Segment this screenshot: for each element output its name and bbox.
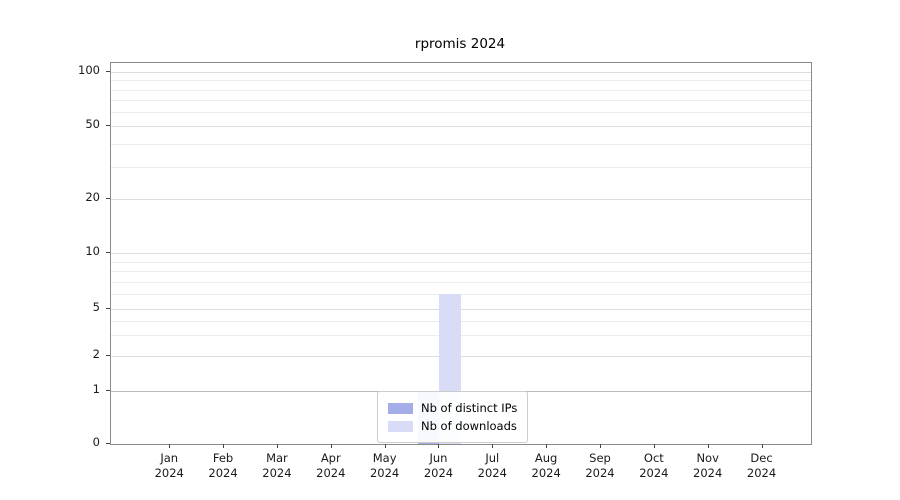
x-tick-label: Jan 2024: [139, 451, 199, 481]
gridline-minor: [111, 143, 811, 145]
x-tick-year: 2024: [531, 466, 561, 480]
x-tick-month: Apr: [320, 451, 341, 465]
y-tick-mark: [106, 443, 110, 444]
x-tick-year: 2024: [693, 466, 723, 480]
x-tick-label: Feb 2024: [193, 451, 253, 481]
y-tick-label: 20: [85, 190, 100, 205]
x-tick-month: Jan: [160, 451, 179, 465]
y-tick-label: 2: [92, 346, 100, 361]
x-tick-year: 2024: [639, 466, 669, 480]
x-tick-mark: [276, 444, 278, 448]
x-tick-month: Nov: [696, 451, 719, 465]
gridline-major: [111, 309, 811, 311]
x-tick-year: 2024: [423, 466, 454, 480]
gridline-major: [111, 199, 811, 201]
x-tick-mark: [169, 444, 171, 448]
legend-swatch-downloads: [388, 420, 413, 432]
x-tick-label: Jul 2024: [462, 451, 522, 481]
y-tick-label: 10: [85, 244, 100, 259]
gridline-major: [111, 126, 811, 128]
x-tick-year: 2024: [208, 466, 238, 480]
x-tick-label: Dec 2024: [732, 451, 792, 481]
gridline-minor: [111, 99, 811, 101]
gridline-minor: [111, 89, 811, 91]
y-tick-label: 5: [92, 300, 100, 315]
gridline-minor: [111, 261, 811, 263]
chart-title: rpromis 2024: [414, 36, 506, 52]
x-tick-label: Aug 2024: [516, 451, 576, 481]
gridline-minor: [111, 320, 811, 322]
gridline-major: [111, 72, 811, 74]
y-tick-mark: [106, 252, 110, 254]
y-tick-label: 50: [85, 117, 100, 132]
legend-swatch-distinct-ips: [388, 402, 413, 414]
x-tick-month: Oct: [643, 451, 664, 465]
x-tick-mark: [492, 444, 494, 448]
x-tick-label: Sep 2024: [570, 451, 630, 481]
x-tick-year: 2024: [746, 466, 777, 480]
y-tick-mark: [106, 390, 110, 392]
x-tick-month: Feb: [212, 451, 234, 465]
y-tick-mark: [106, 125, 110, 127]
x-tick-year: 2024: [585, 466, 615, 480]
gridline-minor: [111, 335, 811, 337]
x-tick-label: Mar 2024: [247, 451, 307, 481]
x-tick-mark: [223, 444, 225, 448]
x-tick-month: Mar: [266, 451, 288, 465]
x-tick-mark: [330, 444, 332, 448]
y-tick-mark: [106, 308, 110, 310]
x-tick-year: 2024: [369, 466, 400, 480]
legend-label-downloads: Nb of downloads: [421, 419, 517, 433]
gridline-minor: [111, 80, 811, 82]
legend-label-distinct-ips: Nb of distinct IPs: [421, 401, 518, 415]
x-tick-label: Jun 2024: [408, 451, 468, 481]
x-tick-label: Oct 2024: [624, 451, 684, 481]
x-tick-month: Aug: [534, 451, 558, 465]
legend: Nb of distinct IPs Nb of downloads: [377, 391, 529, 443]
gridline-major: [111, 355, 811, 357]
y-tick-mark: [106, 354, 110, 356]
legend-item-downloads: Nb of downloads: [388, 418, 517, 434]
x-tick-label: May 2024: [355, 451, 415, 481]
gridline-minor: [111, 112, 811, 113]
x-tick-mark: [653, 444, 655, 448]
x-tick-mark: [707, 444, 709, 448]
x-tick-month: Jun: [429, 451, 448, 465]
x-tick-mark: [384, 444, 386, 448]
x-tick-mark: [600, 444, 601, 448]
x-tick-year: 2024: [262, 466, 292, 480]
x-tick-year: 2024: [316, 466, 346, 480]
x-tick-year: 2024: [154, 466, 184, 480]
x-tick-month: Jul: [485, 451, 500, 465]
gridline-minor: [111, 294, 811, 296]
x-tick-month: Sep: [589, 451, 611, 465]
x-tick-mark: [438, 444, 440, 448]
y-tick-label: 1: [92, 382, 100, 397]
gridline-minor: [111, 281, 811, 283]
legend-item-distinct-ips: Nb of distinct IPs: [388, 400, 517, 416]
gridline-major: [111, 253, 811, 255]
y-tick-mark: [106, 71, 110, 73]
y-tick-mark: [106, 198, 110, 200]
x-tick-year: 2024: [477, 466, 507, 480]
x-tick-label: Nov 2024: [678, 451, 738, 481]
x-tick-mark: [761, 444, 763, 448]
y-tick-label: 100: [78, 63, 100, 78]
gridline-minor: [111, 166, 811, 168]
x-tick-month: May: [372, 451, 397, 465]
x-tick-label: Apr 2024: [301, 451, 361, 481]
gridline-minor: [111, 271, 811, 273]
x-tick-month: Dec: [750, 451, 773, 465]
y-tick-label: 0: [92, 435, 100, 449]
plot-area: [110, 62, 812, 445]
x-tick-mark: [546, 444, 548, 448]
